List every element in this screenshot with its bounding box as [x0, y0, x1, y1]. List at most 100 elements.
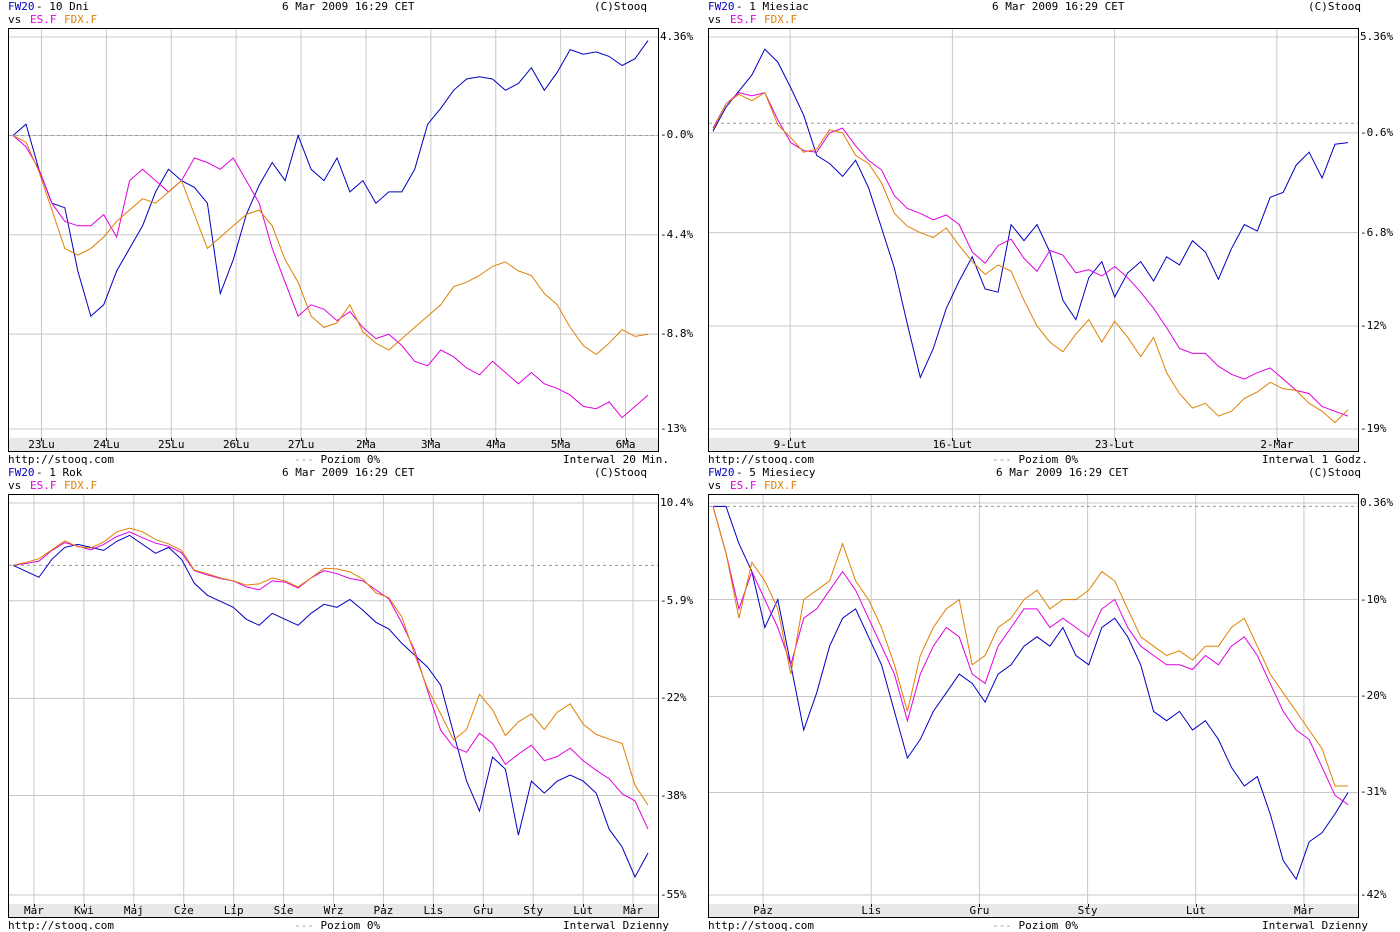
- x-tick-mark: [1276, 438, 1278, 441]
- x-tick-mark: [171, 438, 173, 441]
- x-tick-label: Maj: [123, 904, 144, 917]
- y-tick-label: -22%: [660, 691, 687, 705]
- y-tick-label: -55%: [660, 888, 687, 901]
- x-tick-label: 4Ma: [485, 438, 506, 451]
- x-tick-mark: [1087, 904, 1089, 907]
- zero-legend: --- Poziom 0%: [992, 919, 1079, 932]
- x-tick-mark: [495, 438, 497, 441]
- series-line-es: [12, 135, 649, 419]
- chart-panel-1-month: FW20 - 1 Miesiac 6 Mar 2009 16:29 CET (C…: [700, 0, 1400, 466]
- x-tick-label: Sty: [523, 904, 544, 917]
- series-line-fdx: [12, 135, 649, 356]
- x-tick-label: Mar: [1294, 904, 1314, 917]
- x-tick-mark: [333, 904, 335, 907]
- plot-area: [8, 28, 659, 439]
- series2-label: FDX.F: [64, 479, 98, 492]
- x-tick-label: 16-Lut: [932, 438, 973, 451]
- panel-period: - 1 Rok: [36, 466, 83, 479]
- panel-period: - 10 Dni: [36, 0, 89, 13]
- zero-legend: --- Poziom 0%: [294, 919, 381, 932]
- chart-panel-5-months: FW20 - 5 Miesiecy 6 Mar 2009 16:29 CET (…: [700, 466, 1400, 932]
- series2-label: FDX.F: [764, 479, 798, 492]
- panel-copyright: (C)Stooq: [594, 466, 647, 479]
- chart-svg: [9, 495, 658, 904]
- x-tick-label: Lut: [1185, 904, 1206, 917]
- x-tick-mark: [763, 904, 765, 907]
- interval-label: Interwal Dzienny: [563, 919, 669, 932]
- x-tick-mark: [83, 904, 85, 907]
- panel-vs: vs: [8, 479, 22, 492]
- x-tick-mark: [365, 438, 367, 441]
- x-tick-mark: [625, 438, 627, 441]
- x-tick-mark: [433, 904, 435, 907]
- chart-panel-10-days: FW20 - 10 Dni 6 Mar 2009 16:29 CET (C)St…: [0, 0, 700, 466]
- x-axis: Mar Kwi Maj Cze Lip Sie Wrz Paz Lis Gru Sty Lut Mar: [8, 904, 659, 918]
- series-line-es: [712, 92, 1349, 417]
- x-tick-mark: [1195, 904, 1197, 907]
- x-tick-mark: [430, 438, 432, 441]
- x-tick-label: 3Ma: [420, 438, 441, 451]
- series1-label: ES.F: [730, 479, 757, 492]
- source-link[interactable]: http://stooq.com: [8, 919, 114, 932]
- x-tick-label: Lip: [223, 904, 244, 917]
- x-tick-label: Gru: [473, 904, 494, 917]
- chart-svg: [709, 29, 1358, 438]
- x-tick-label: Mar: [24, 904, 44, 917]
- series-line-fdx: [712, 506, 1348, 787]
- y-tick-label: 10.4%: [660, 496, 694, 509]
- y-tick-label: -13%: [660, 422, 687, 435]
- x-tick-label: 5Ma: [550, 438, 571, 451]
- panel-copyright: (C)Stooq: [1308, 466, 1361, 479]
- plot-area: [8, 494, 659, 905]
- x-tick-mark: [1303, 904, 1305, 907]
- source-link[interactable]: http://stooq.com: [708, 453, 814, 466]
- x-tick-label: Paz: [753, 904, 774, 917]
- source-link[interactable]: http://stooq.com: [708, 919, 814, 932]
- x-tick-label: Kwi: [73, 904, 94, 917]
- x-tick-mark: [560, 438, 562, 441]
- y-tick-label: -20%: [1360, 689, 1387, 703]
- y-tick-label: -4.4%: [660, 227, 694, 241]
- x-tick-mark: [41, 438, 43, 441]
- x-tick-label: 9-Lut: [773, 438, 807, 451]
- panel-symbol: FW20: [8, 466, 35, 479]
- panel-date: 6 Mar 2009 16:29 CET: [282, 0, 415, 13]
- y-tick-label: -31%: [1360, 785, 1387, 799]
- x-tick-label: Lut: [573, 904, 594, 917]
- x-tick-label: Mar: [623, 904, 643, 917]
- panel-copyright: (C)Stooq: [594, 0, 647, 13]
- interval-label: Interwal Dzienny: [1262, 919, 1368, 932]
- x-tick-label: Cze: [173, 904, 194, 917]
- y-tick-label: -0.6%: [1360, 125, 1394, 139]
- x-tick-mark: [236, 438, 238, 441]
- x-tick-label: 27Lu: [287, 438, 315, 451]
- chart-svg: [9, 29, 658, 438]
- y-tick-label: 5.36%: [1360, 30, 1394, 43]
- x-tick-label: 24Lu: [93, 438, 120, 451]
- y-tick-label: 4.36%: [660, 30, 694, 43]
- series1-label: ES.F: [30, 479, 57, 492]
- panel-date: 6 Mar 2009 16:29 CET: [992, 0, 1125, 13]
- x-tick-mark: [233, 904, 235, 907]
- x-tick-label: 26Lu: [222, 438, 250, 451]
- x-tick-mark: [483, 904, 485, 907]
- series1-label: ES.F: [30, 13, 57, 26]
- x-tick-mark: [790, 438, 792, 441]
- x-tick-mark: [952, 438, 954, 441]
- y-tick-label: -19%: [1360, 422, 1387, 435]
- panel-symbol: FW20: [708, 466, 735, 479]
- panel-vs: vs: [8, 13, 22, 26]
- zero-legend-label: Poziom 0%: [1018, 453, 1079, 466]
- series2-label: FDX.F: [64, 13, 98, 26]
- chart-svg: [709, 495, 1358, 904]
- panel-date: 6 Mar 2009 16:29 CET: [282, 466, 415, 479]
- zero-legend-label: Poziom 0%: [1018, 919, 1079, 932]
- x-tick-mark: [33, 904, 35, 907]
- panel-symbol: FW20: [708, 0, 735, 13]
- zero-legend-label: Poziom 0%: [320, 919, 381, 932]
- zero-legend-label: Poziom 0%: [320, 453, 381, 466]
- source-link[interactable]: http://stooq.com: [8, 453, 114, 466]
- y-tick-label: -10%: [1360, 592, 1387, 606]
- series-line-fw20: [12, 40, 649, 317]
- x-tick-mark: [1114, 438, 1116, 441]
